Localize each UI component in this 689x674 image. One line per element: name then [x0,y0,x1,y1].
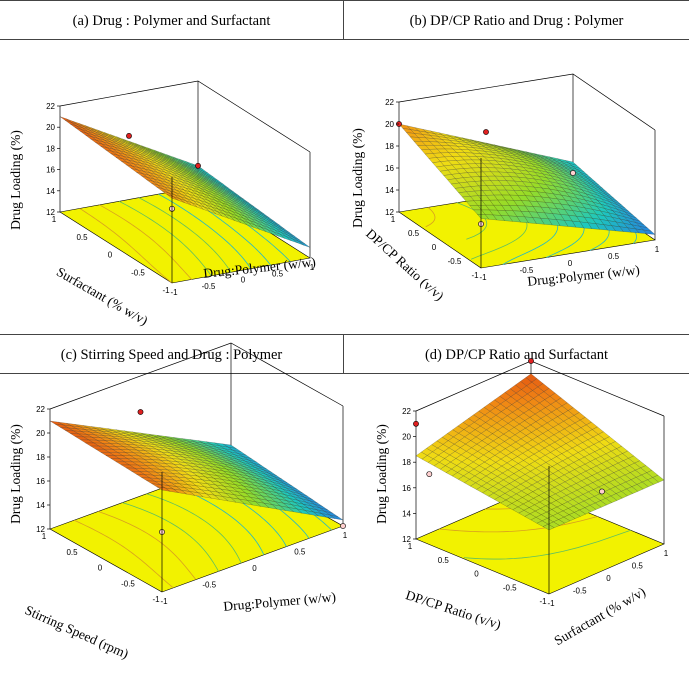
panel-d-z-tick: 22 [402,407,411,416]
panel-b-x-axis-label: Drug:Polymer (w/w) [527,262,641,289]
panel-a-y-tick: 0.5 [76,233,88,242]
surface-plot-d: 12 14 16 18 20 22 -1 -0.5 0 0.5 1 -1 -0.5 0 0.5 1 Surfac… [374,358,669,648]
panel-b-design-point [570,170,576,176]
panel-a-z-tick: 18 [46,144,55,153]
panel-d-y-axis-label: DP/CP Ratio (v/v) [404,587,503,632]
panel-c-title: (c) Stirring Speed and Drug : Polymer [0,334,344,374]
panel-c-x-tick: -0.5 [202,581,216,590]
panel-a-z-tick: 12 [46,208,55,217]
panel-a-response-surface [59,116,311,248]
panel-b-z-tick: 22 [385,98,394,107]
panel-a-design-point [126,133,132,139]
panel-d-design-point [426,471,433,477]
panel-a-title: (a) Drug : Polymer and Surfactant [0,0,344,40]
panel-c-y-tick: 0.5 [66,548,78,557]
panel-c-frame [49,342,344,529]
panel-c-z-tick: 12 [36,525,45,534]
panel-a-z-tick: 16 [46,166,55,175]
panel-a-z-tick: 22 [46,102,55,111]
panel-c-y-tick: 1 [42,532,47,541]
panel-b-y-axis-label: DP/CP Ratio (v/v) [363,226,447,304]
panel-b-z-tick: 16 [385,164,394,173]
panel-c-response-surface [49,420,344,521]
panel-d-y-tick: -0.5 [503,583,517,592]
panel-a-x-tick: 1 [310,263,315,272]
panel-b-title: (b) DP/CP Ratio and Drug : Polymer [344,0,689,40]
panel-d-x-tick: -1 [547,599,555,608]
panel-a-z-axis-label: Drug Loading (%) [8,130,23,230]
panel-b-x-tick: 0.5 [608,252,620,261]
panel-d-z-axis-label: Drug Loading (%) [374,424,389,524]
panel-a-x-tick: 0.5 [272,269,284,278]
panel-a-y-tick: -0.5 [131,268,145,277]
panel-d-y-tick: 0.5 [438,556,450,565]
panel-b-z-tick: 12 [385,208,394,217]
panel-c-z-axis-label: Drug Loading (%) [8,424,23,524]
panel-a-x-tick: 0 [241,276,246,285]
panel-a-x-tick: -1 [170,288,178,297]
panel-d-z-tick: 12 [402,535,411,544]
panel-c-y-tick: -1 [152,595,160,604]
panel-c-z-tick: 22 [36,405,45,414]
panel-a-y-tick: -1 [162,286,170,295]
panel-d-z-tick: 14 [402,509,411,518]
panel-c-z-tick: 16 [36,477,45,486]
panel-b-y-tick: 0.5 [408,229,420,238]
panel-c-x-tick: 0.5 [294,548,306,557]
panel-a-contours [79,186,291,284]
panel-b-x-tick: 1 [655,245,660,254]
panel-b-z-tick: 20 [385,120,394,129]
panel-d-x-tick: -0.5 [573,587,587,596]
panel-b-z-tick: 18 [385,142,394,151]
panel-a-z-tick: 20 [46,123,55,132]
panel-a-y-tick: 1 [52,215,57,224]
panel-c-design-point [340,523,346,529]
panel-a-y-tick: 0 [108,251,113,260]
panel-c-x-tick: -1 [160,597,168,606]
panel-d-z-tick: 16 [402,484,411,493]
panel-b-y-tick: -0.5 [448,257,462,266]
panel-c-y-axis-label: Stirring Speed (rpm) [23,602,131,661]
panel-b-design-point [483,129,489,135]
panel-c-z-tick: 18 [36,453,45,462]
panel-b-z-axis-label: Drug Loading (%) [350,128,365,228]
panel-c-z-tick: 20 [36,429,45,438]
panel-c-x-tick: 0 [252,564,257,573]
panel-d-response-surface [415,373,665,531]
panel-b-y-tick: 1 [391,215,396,224]
panel-c-z-tick: 14 [36,501,45,510]
panel-b-y-tick: -1 [471,271,479,280]
panel-d-x-tick: 0.5 [632,562,644,571]
panel-b-response-surface [398,123,656,235]
panel-d-title: (d) DP/CP Ratio and Surfactant [344,334,689,374]
panel-a-x-tick: -0.5 [202,282,216,291]
surface-plot-c: 12 14 16 18 20 22 -1 -0.5 0 0.5 1 -1 -0.5 0 0.5 1 Drug:P… [8,342,348,661]
panel-d-z-tick: 18 [402,458,411,467]
panel-d-design-point [413,420,419,427]
panel-c-y-tick: 0 [98,564,103,573]
panel-c-design-point [137,409,144,415]
panel-d-y-tick: -1 [539,597,547,606]
panel-b-y-tick: 0 [432,243,437,252]
panel-a-z-tick: 14 [46,187,55,196]
panel-d-design-point [599,488,605,495]
panel-d-z-tick: 20 [402,433,411,442]
surface-plot-b: 12 14 16 18 20 22 -1 -0.5 0 0.5 1 -1 -0.5 0 0.5 1 Drug:P… [350,73,660,304]
panel-d-x-tick: 0 [606,574,611,583]
panel-b-x-tick: 0 [568,259,573,268]
panel-b-x-tick: -1 [479,273,487,282]
panel-d-y-tick: 1 [408,542,413,551]
panel-b-x-tick: -0.5 [520,266,534,275]
panel-d-x-axis-label: Surfactant (% w/v) [552,584,648,648]
panel-d-y-tick: 0 [474,570,479,579]
surface-plot-a: 121416182022-1-0.500.51-1-0.500.51Drug:P… [8,80,316,328]
panel-d-design-point [528,358,534,364]
panel-b-z-tick: 14 [385,186,394,195]
panel-c-y-tick: -0.5 [121,579,135,588]
panel-d-x-tick: 1 [664,549,669,558]
panel-c-x-axis-label: Drug:Polymer (w/w) [223,589,337,614]
panel-a-design-point [195,162,201,169]
panel-c-x-tick: 1 [343,531,348,540]
